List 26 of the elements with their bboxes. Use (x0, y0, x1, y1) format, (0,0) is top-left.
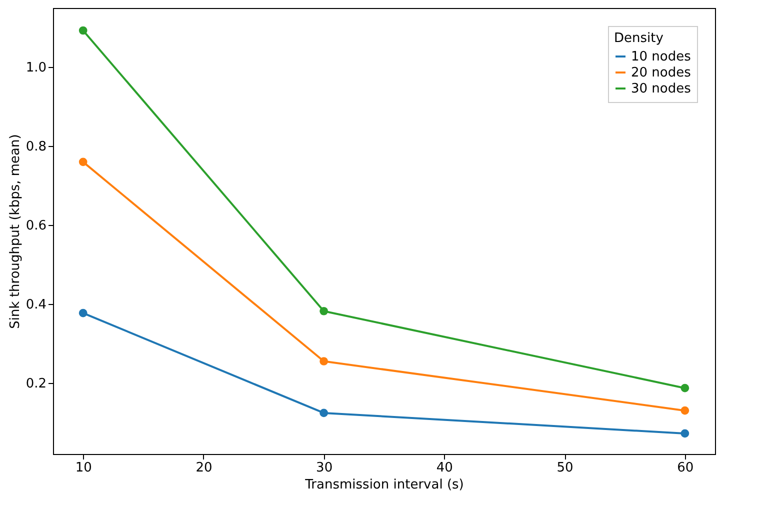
x-tick-label: 40 (436, 460, 453, 476)
y-tick-label: 0.4 (26, 298, 46, 313)
x-tick-label: 50 (556, 460, 574, 476)
point (320, 306, 328, 316)
point (680, 384, 690, 392)
x-tick-label: 10 (75, 460, 92, 476)
y-tick-label: 0.8 (26, 140, 46, 155)
y-tick-label: 0.6 (26, 218, 46, 234)
y-tick-label: 1.0 (26, 60, 46, 76)
x-tick-label: 30 (316, 460, 333, 476)
point (78, 26, 88, 35)
point (680, 429, 690, 438)
point (78, 158, 88, 166)
point (680, 406, 690, 415)
legend-label: 20 nodes (631, 66, 692, 80)
legend-title: Density (614, 31, 664, 46)
x-tick-label: 20 (196, 460, 212, 476)
point (320, 357, 328, 366)
legend-label: 30 nodes (631, 82, 692, 96)
x-tick-label: 60 (677, 460, 694, 476)
point (78, 308, 88, 318)
y-tick-label: 0.2 (26, 376, 46, 392)
point (320, 408, 328, 418)
x-axis-title: Transmission interval (s) (304, 478, 464, 492)
legend-label: 10 nodes (631, 50, 692, 64)
y-axis-title: Sink throughput (kbps, mean) (8, 134, 23, 329)
